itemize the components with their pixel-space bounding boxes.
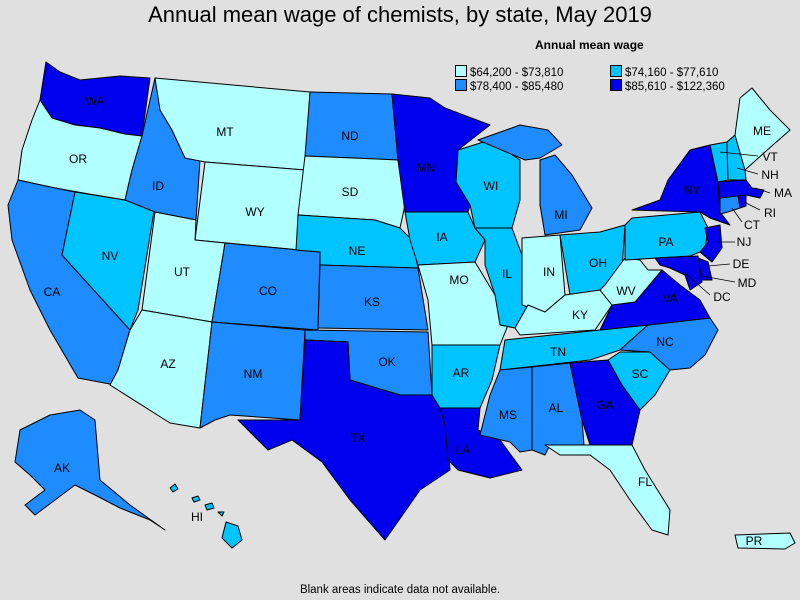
legend-item-bin-3: $85,610 - $122,360 bbox=[610, 79, 725, 93]
label-SC: SC bbox=[632, 367, 649, 381]
label-DE: DE bbox=[733, 257, 750, 271]
label-GA: GA bbox=[596, 398, 613, 412]
label-ID: ID bbox=[152, 179, 164, 193]
label-HI: HI bbox=[191, 510, 203, 524]
state-ME[interactable] bbox=[734, 87, 791, 171]
legend-item-bin-2: $78,400 - $85,480 bbox=[455, 79, 563, 93]
leader-lines bbox=[683, 151, 771, 296]
state-FL[interactable] bbox=[544, 444, 671, 536]
state-ND[interactable] bbox=[304, 91, 399, 161]
label-NJ: NJ bbox=[737, 235, 752, 249]
label-OH: OH bbox=[589, 256, 607, 270]
footnote: Blank areas indicate data not available. bbox=[299, 584, 501, 596]
label-AR: AR bbox=[453, 366, 470, 380]
legend-swatch bbox=[610, 79, 622, 91]
label-CA: CA bbox=[44, 285, 61, 299]
legend-title: Annual mean wage bbox=[535, 38, 644, 52]
state-TX[interactable] bbox=[237, 339, 451, 541]
legend-item-bin-0: $64,200 - $73,810 bbox=[455, 65, 563, 79]
legend-label: $64,200 - $73,810 bbox=[470, 67, 564, 79]
legend-label: $74,160 - $77,610 bbox=[625, 67, 719, 79]
state-RI[interactable] bbox=[737, 194, 747, 209]
legend-swatch bbox=[455, 79, 467, 91]
legend-label: $78,400 - $85,480 bbox=[470, 81, 564, 93]
label-UT: UT bbox=[174, 265, 191, 279]
label-NM: NM bbox=[244, 367, 263, 381]
state-SC[interactable] bbox=[607, 351, 671, 411]
state-PA[interactable] bbox=[624, 211, 709, 261]
label-IN: IN bbox=[543, 265, 555, 279]
label-OK: OK bbox=[378, 355, 395, 369]
state-MI[interactable] bbox=[477, 124, 593, 236]
label-MI: MI bbox=[554, 208, 567, 222]
label-MN: MN bbox=[417, 161, 436, 175]
label-IA: IA bbox=[436, 230, 447, 244]
label-CO: CO bbox=[259, 284, 277, 298]
state-DC[interactable] bbox=[680, 267, 686, 273]
state-KS[interactable] bbox=[317, 264, 429, 331]
state-AK[interactable] bbox=[14, 409, 166, 531]
label-NH: NH bbox=[761, 168, 778, 182]
label-MO: MO bbox=[449, 273, 468, 287]
label-MS: MS bbox=[499, 408, 517, 422]
legend-label: $85,610 - $122,360 bbox=[625, 81, 725, 93]
label-VA: VA bbox=[662, 291, 677, 305]
state-NJ[interactable] bbox=[699, 224, 723, 263]
label-MT: MT bbox=[216, 125, 234, 139]
label-WY: WY bbox=[245, 205, 264, 219]
label-SD: SD bbox=[342, 185, 359, 199]
legend-swatch bbox=[610, 65, 622, 77]
label-LA: LA bbox=[456, 443, 471, 457]
legend-item-bin-1: $74,160 - $77,610 bbox=[610, 65, 718, 79]
label-NE: NE bbox=[349, 244, 366, 258]
label-ND: ND bbox=[341, 129, 359, 143]
legend-swatch bbox=[455, 65, 467, 77]
label-VT: VT bbox=[762, 150, 778, 164]
state-MA[interactable] bbox=[717, 179, 765, 199]
label-CT: CT bbox=[744, 218, 761, 232]
label-WA: WA bbox=[86, 94, 105, 108]
state-NH[interactable] bbox=[726, 134, 747, 181]
label-MD: MD bbox=[738, 276, 757, 290]
label-ME: ME bbox=[753, 124, 771, 138]
state-IL[interactable] bbox=[474, 227, 529, 329]
state-LA[interactable] bbox=[439, 407, 523, 479]
label-PA: PA bbox=[658, 235, 673, 249]
state-PR[interactable] bbox=[734, 532, 796, 550]
label-AK: AK bbox=[54, 461, 70, 475]
label-NV: NV bbox=[102, 249, 119, 263]
label-OR: OR bbox=[69, 152, 87, 166]
state-WV[interactable] bbox=[599, 257, 663, 306]
label-KY: KY bbox=[572, 308, 588, 322]
label-WI: WI bbox=[484, 179, 499, 193]
label-AL: AL bbox=[549, 401, 564, 415]
state-MO[interactable] bbox=[417, 261, 511, 346]
state-HI[interactable] bbox=[169, 483, 243, 549]
label-WV: WV bbox=[616, 284, 635, 298]
label-NY: NY bbox=[684, 183, 701, 197]
state-IA[interactable] bbox=[404, 211, 486, 266]
label-PR: PR bbox=[746, 534, 763, 548]
label-MA: MA bbox=[774, 186, 792, 200]
legend: Annual mean wage $64,200 - $73,810 $74,1… bbox=[455, 38, 755, 98]
label-FL: FL bbox=[638, 475, 652, 489]
label-KS: KS bbox=[364, 295, 380, 309]
label-IL: IL bbox=[502, 267, 512, 281]
state-MD[interactable] bbox=[654, 255, 703, 291]
label-TN: TN bbox=[550, 345, 566, 359]
label-TX: TX bbox=[350, 431, 365, 445]
label-AZ: AZ bbox=[160, 357, 175, 371]
label-NC: NC bbox=[656, 335, 674, 349]
label-RI: RI bbox=[764, 206, 776, 220]
label-DC: DC bbox=[713, 290, 731, 304]
map-title: Annual mean wage of chemists, by state, … bbox=[148, 2, 652, 27]
